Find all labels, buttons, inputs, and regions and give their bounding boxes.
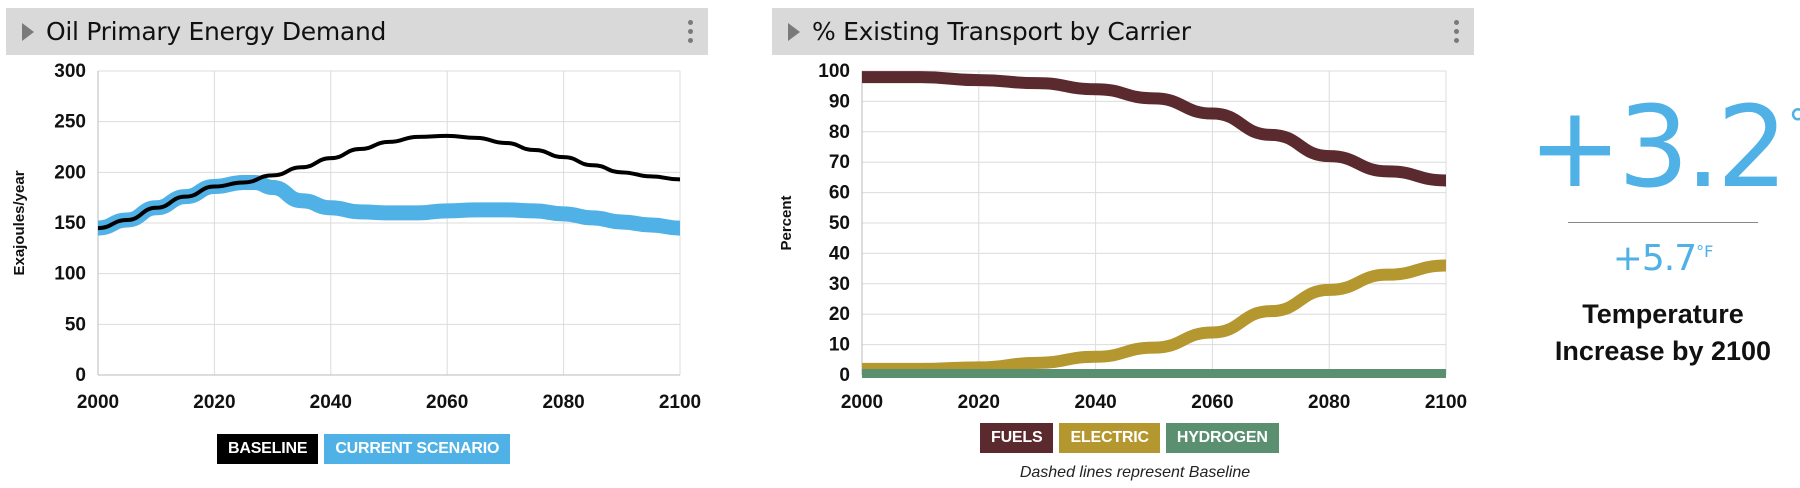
x-tick-label: 2100 (659, 392, 701, 413)
x-tick-label: 2100 (1425, 392, 1467, 413)
x-tick-label: 2040 (310, 392, 352, 413)
y-tick-label: 0 (75, 365, 86, 386)
y-tick-label: 20 (829, 304, 850, 325)
transport-header[interactable]: % Existing Transport by Carrier (772, 8, 1474, 55)
y-tick-label: 150 (54, 213, 86, 234)
y-tick-label: 10 (829, 335, 850, 356)
y-tick-label: 250 (54, 112, 86, 133)
oil-demand-chart: 0 50 100 150 200 250 300 2000 2020 2040 2060 2080 21… (11, 61, 701, 413)
expand-triangle-icon[interactable] (788, 22, 800, 41)
kebab-menu-icon[interactable] (1454, 20, 1460, 43)
legend-item-hydrogen[interactable]: HYDROGEN (1165, 423, 1279, 453)
y-tick-label: 80 (829, 122, 850, 143)
y-axis-label: Percent (778, 195, 795, 250)
y-tick-label: 100 (818, 61, 850, 82)
series-line-electric (862, 259, 1447, 375)
x-tick-label: 2000 (841, 392, 883, 413)
fahrenheit-value: +5.7 (1612, 238, 1697, 279)
series-line-current-scenario (97, 174, 681, 236)
x-tick-label: 2020 (193, 392, 235, 413)
transport-title: % Existing Transport by Carrier (812, 17, 1191, 46)
transport-legend: FUELS ELECTRIC HYDROGEN (980, 423, 1279, 453)
y-tick-label: 70 (829, 152, 850, 173)
oil-demand-title: Oil Primary Energy Demand (46, 17, 387, 46)
legend-item-fuels[interactable]: FUELS (980, 423, 1054, 453)
y-tick-label: 300 (54, 61, 86, 82)
oil-demand-legend: BASELINE CURRENT SCENARIO (217, 434, 511, 464)
y-axis-label: Exajoules/year (11, 170, 28, 275)
series-line-baseline (97, 133, 681, 231)
transport-chart: 0 10 20 30 40 50 60 70 80 90 100 2000 2020 2040 2060 20… (778, 61, 1467, 413)
legend-item-current-scenario[interactable]: CURRENT SCENARIO (324, 434, 511, 464)
legend-item-baseline[interactable]: BASELINE (217, 434, 319, 464)
y-tick-label: 50 (65, 314, 86, 335)
temperature-celsius: +3.2°C (1528, 92, 1800, 204)
series-line-fuels (862, 71, 1447, 187)
y-tick-label: 30 (829, 274, 850, 295)
oil-demand-header[interactable]: Oil Primary Energy Demand (6, 8, 708, 55)
x-tick-label: 2020 (958, 392, 1000, 413)
temperature-divider (1568, 222, 1758, 223)
kebab-menu-icon[interactable] (688, 20, 694, 43)
y-tick-label: 60 (829, 183, 850, 204)
fahrenheit-unit: °F (1696, 242, 1714, 261)
temperature-fahrenheit: +5.7°F (1568, 238, 1758, 279)
baseline-note: Dashed lines represent Baseline (1019, 464, 1251, 481)
celsius-value: +3.2 (1528, 83, 1788, 213)
legend-item-electric[interactable]: ELECTRIC (1059, 423, 1160, 453)
x-tick-label: 2060 (426, 392, 468, 413)
y-tick-label: 200 (54, 162, 86, 183)
y-tick-label: 0 (839, 365, 850, 386)
x-tick-label: 2040 (1074, 392, 1116, 413)
expand-triangle-icon[interactable] (22, 22, 34, 41)
x-tick-label: 2000 (77, 392, 119, 413)
y-tick-label: 90 (829, 91, 850, 112)
x-tick-label: 2080 (542, 392, 584, 413)
x-tick-label: 2080 (1308, 392, 1350, 413)
y-tick-label: 50 (829, 213, 850, 234)
x-tick-label: 2060 (1191, 392, 1233, 413)
y-tick-label: 100 (54, 264, 86, 285)
temperature-label: Temperature Increase by 2100 (1554, 299, 1772, 366)
celsius-unit: °C (1787, 102, 1800, 148)
y-tick-label: 40 (829, 243, 850, 264)
